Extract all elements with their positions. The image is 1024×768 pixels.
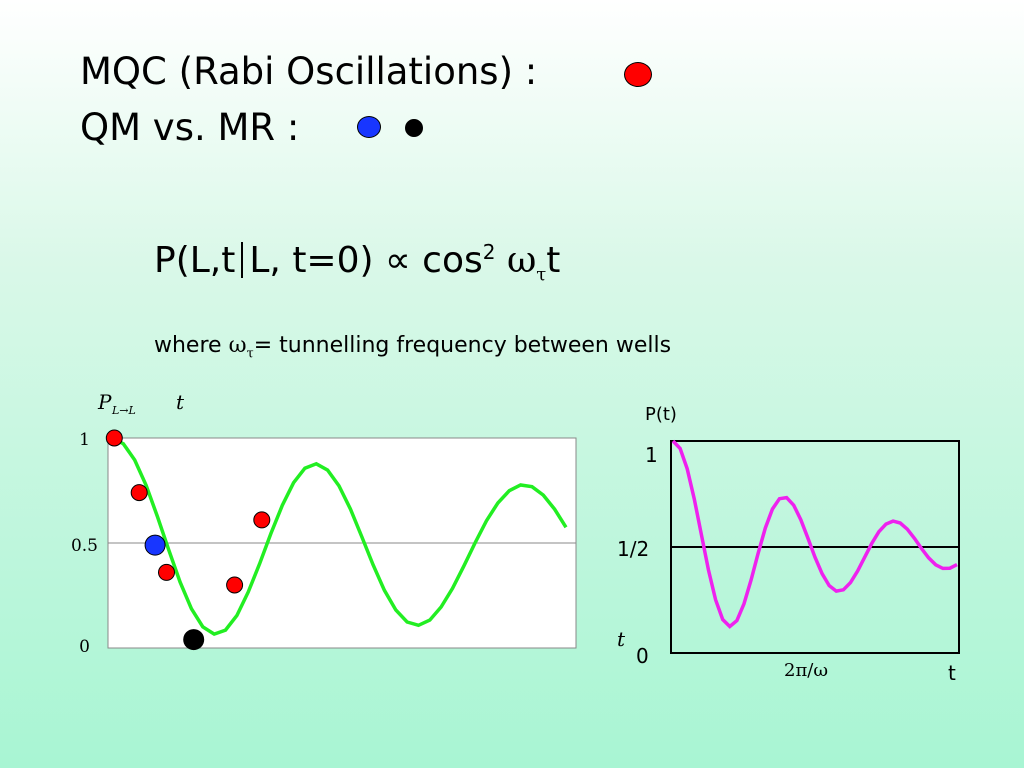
conditional-bar	[241, 242, 244, 278]
right-ytick-1: 1	[645, 443, 658, 467]
formula-lhs-start: P(L,t	[154, 240, 236, 281]
title-line-rabi: MQC (Rabi Oscillations) :	[80, 50, 538, 93]
left-ytick-0: 0	[79, 637, 90, 657]
marker-point-2-0	[183, 629, 205, 651]
formula-omega-sub: τ	[536, 264, 547, 286]
left-chart: P L→L t 1 0.5 0	[71, 390, 577, 657]
left-ylabel-sub: L→L	[111, 404, 136, 417]
red-marker-icon	[624, 62, 652, 87]
right-xtick-period: 2π/ω	[784, 660, 828, 681]
formula-t: t	[546, 240, 561, 281]
definition-omega-sub: τ	[246, 346, 254, 362]
right-xlabel: t	[948, 661, 956, 685]
formula-cos: cos	[422, 240, 483, 281]
marker-point-0-0	[105, 429, 123, 447]
left-ylabel: P	[97, 390, 112, 414]
title-line-qm-vs-mr: QM vs. MR :	[80, 106, 300, 149]
black-marker-icon	[405, 119, 423, 137]
formula-power: 2	[482, 240, 496, 264]
definition-omega: ω	[228, 333, 247, 358]
frequency-definition: where ωτ= tunnelling frequency between w…	[154, 333, 671, 361]
formula-omega: ω	[506, 240, 537, 281]
right-magenta-curve	[671, 439, 958, 629]
marker-point-0-3	[226, 576, 244, 594]
left-markers	[105, 429, 271, 651]
left-xlabel: t	[176, 390, 185, 414]
formula-lhs-end: L, t=0)	[249, 240, 374, 281]
marker-point-0-1	[130, 484, 148, 502]
right-chart: P(t) 1 1/2 t 0 2π/ω t	[617, 404, 960, 685]
blue-marker-icon	[357, 116, 381, 138]
proportional-symbol: ∝	[385, 240, 411, 281]
probability-formula: P(L,t L, t=0) ∝ cos2 ωτt	[154, 240, 560, 285]
marker-point-1-0	[144, 534, 166, 556]
left-green-curve	[111, 436, 568, 637]
marker-point-0-4	[253, 511, 271, 529]
right-italic-t: t	[617, 627, 626, 651]
left-ytick-1: 1	[79, 430, 90, 450]
right-ytick-0: 0	[636, 644, 649, 668]
right-ytick-half: 1/2	[617, 537, 649, 561]
marker-point-0-2	[158, 563, 175, 581]
definition-prefix: where	[154, 333, 229, 358]
definition-suffix: = tunnelling frequency between wells	[253, 333, 672, 358]
right-ylabel: P(t)	[645, 404, 677, 425]
left-ytick-half: 0.5	[71, 536, 98, 556]
